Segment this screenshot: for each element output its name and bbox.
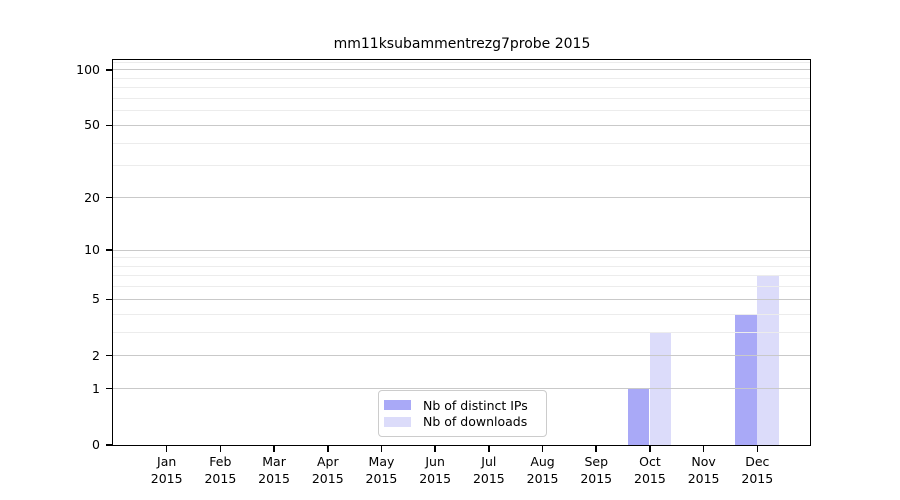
y-tick-mark (106, 124, 112, 127)
y-tick-mark (106, 387, 112, 390)
major-gridline (113, 124, 811, 126)
y-tick-mark (106, 249, 112, 251)
legend-swatch-distinct-ips (384, 400, 411, 411)
legend-item-downloads: Nb of downloads (384, 414, 538, 431)
y-tick-label: 0 (92, 437, 100, 452)
grid-layer (113, 60, 811, 445)
major-gridline (113, 298, 811, 300)
minor-gridline (113, 61, 811, 63)
x-tick-mark (595, 446, 598, 452)
y-tick-mark (106, 69, 112, 71)
x-tick-label: Oct 2015 (634, 454, 666, 486)
x-tick-mark (649, 446, 651, 452)
x-tick-label: Apr 2015 (311, 454, 344, 486)
x-tick-label: Mar 2015 (258, 454, 290, 486)
x-tick-mark (702, 446, 705, 452)
bar-oct-distinct-ips (627, 388, 650, 445)
plot-area (113, 60, 811, 445)
x-tick-label: Jul 2015 (472, 454, 505, 486)
minor-gridline (113, 257, 811, 259)
legend-item-distinct-ips: Nb of distinct IPs (384, 397, 538, 414)
x-tick-label: May 2015 (365, 454, 398, 486)
minor-gridline (113, 142, 811, 144)
x-tick-mark (488, 446, 490, 452)
x-tick-mark (380, 446, 383, 452)
minor-gridline (113, 265, 811, 267)
y-tick-mark (106, 354, 112, 357)
y-tick-label: 5 (92, 291, 100, 307)
minor-gridline (113, 331, 811, 333)
x-tick-mark (273, 446, 275, 452)
minor-gridline (113, 87, 811, 89)
major-gridline (113, 388, 811, 390)
major-gridline (113, 249, 811, 251)
x-tick-label: Aug 2015 (526, 454, 559, 486)
y-tick-label: 50 (84, 117, 100, 133)
bar-dec-downloads (757, 275, 779, 445)
minor-gridline (113, 313, 811, 315)
minor-gridline (113, 275, 811, 277)
minor-gridline (113, 97, 811, 99)
legend-swatch-downloads (384, 416, 411, 427)
y-tick-mark (106, 196, 112, 199)
minor-gridline (113, 110, 811, 112)
bars-layer (113, 60, 811, 445)
x-tick-mark (165, 446, 168, 452)
y-tick-label: 100 (76, 61, 100, 77)
bar-dec-distinct-ips (735, 314, 757, 445)
chart-title: mm11ksubammentrezg7probe 2015 (333, 36, 591, 52)
y-tick-label: 10 (84, 242, 100, 258)
x-tick-mark (434, 446, 436, 452)
x-tick-mark (756, 446, 759, 452)
major-gridline (113, 69, 811, 71)
minor-gridline (113, 77, 811, 79)
x-tick-label: Sep 2015 (580, 454, 613, 486)
x-tick-mark (541, 446, 544, 452)
minor-gridline (113, 165, 811, 167)
y-tick-mark (106, 444, 112, 446)
y-tick-label: 2 (92, 347, 100, 363)
x-tick-label: Nov 2015 (687, 454, 720, 486)
legend-label-distinct-ips: Nb of distinct IPs (423, 397, 528, 413)
major-gridline (113, 197, 811, 198)
y-tick-label: 1 (92, 380, 100, 396)
legend: Nb of distinct IPs Nb of downloads (378, 390, 547, 437)
x-tick-label: Jun 2015 (419, 454, 452, 486)
major-gridline (113, 355, 811, 357)
legend-label-downloads: Nb of downloads (423, 414, 528, 430)
x-tick-label: Dec 2015 (741, 454, 774, 486)
y-tick-mark (106, 298, 112, 301)
y-tick-label: 20 (84, 189, 100, 205)
x-tick-label: Feb 2015 (204, 454, 237, 486)
minor-gridline (113, 286, 811, 288)
x-tick-label: Jan 2015 (150, 454, 183, 486)
x-tick-mark (219, 446, 222, 452)
x-tick-mark (326, 446, 329, 452)
